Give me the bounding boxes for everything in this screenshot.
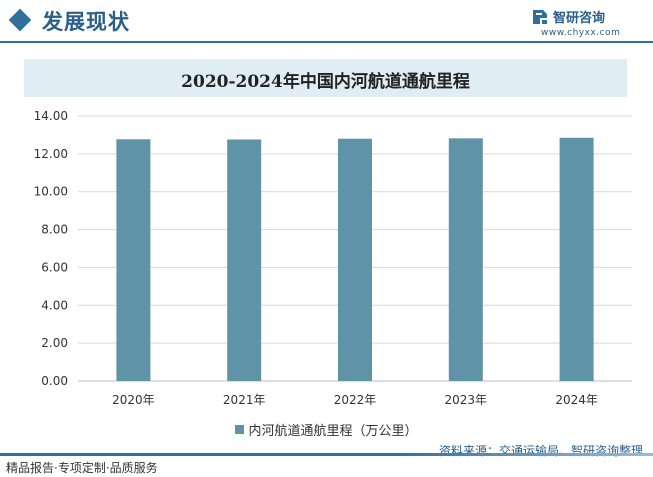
brand-name: 智研咨询 — [553, 11, 606, 26]
brand-url: www.chyxx.com — [541, 28, 621, 38]
bar — [559, 137, 594, 381]
bar — [227, 139, 262, 381]
page-footer: 精品报告·专项定制·品质服务 — [0, 453, 653, 477]
chart-title-band: 2020-2024年中国内河航道通航里程 — [24, 59, 627, 97]
y-tick-label: 8.00 — [41, 223, 68, 237]
footer-bar — [0, 453, 653, 456]
y-tick-label: 12.00 — [34, 147, 68, 161]
y-tick-label: 14.00 — [34, 109, 68, 123]
y-tick-label: 6.00 — [41, 260, 68, 274]
y-tick-label: 10.00 — [34, 185, 68, 199]
x-tick-label: 2022年 — [334, 393, 377, 407]
header-divider — [0, 41, 653, 43]
bar — [116, 139, 151, 381]
chart-legend: 内河航道通航里程（万公里） — [0, 419, 653, 439]
page-header: 发展现状 智研咨询 www.chyxx.com — [0, 0, 653, 46]
bar-chart: 0.00 2.00 4.00 6.00 8.00 10.00 12.00 14.00 2020… — [34, 109, 632, 407]
x-tick-label: 2023年 — [445, 393, 488, 407]
diamond-icon — [8, 8, 32, 32]
brand-block: 智研咨询 www.chyxx.com — [531, 6, 641, 40]
y-axis-ticks: 0.00 2.00 4.00 6.00 8.00 10.00 12.00 14.00 — [34, 109, 68, 388]
y-tick-label: 4.00 — [41, 298, 68, 312]
y-tick-label: 2.00 — [41, 336, 68, 350]
brand-logo-icon — [533, 10, 547, 24]
chart-title: 2020-2024年中国内河航道通航里程 — [181, 72, 470, 92]
x-tick-label: 2021年 — [223, 393, 266, 407]
bar — [338, 138, 372, 381]
bars — [116, 137, 594, 381]
x-axis-ticks: 2020年 2021年 2022年 2023年 2024年 — [112, 393, 598, 407]
bar — [448, 138, 483, 381]
section-title: 发展现状 — [42, 10, 130, 34]
footer-slogan: 精品报告·专项定制·品质服务 — [6, 461, 158, 475]
legend-label: 内河航道通航里程（万公里） — [248, 424, 418, 439]
x-tick-label: 2020年 — [112, 393, 155, 407]
y-tick-label: 0.00 — [41, 374, 68, 388]
x-tick-label: 2024年 — [555, 393, 598, 407]
legend-swatch — [235, 425, 245, 434]
